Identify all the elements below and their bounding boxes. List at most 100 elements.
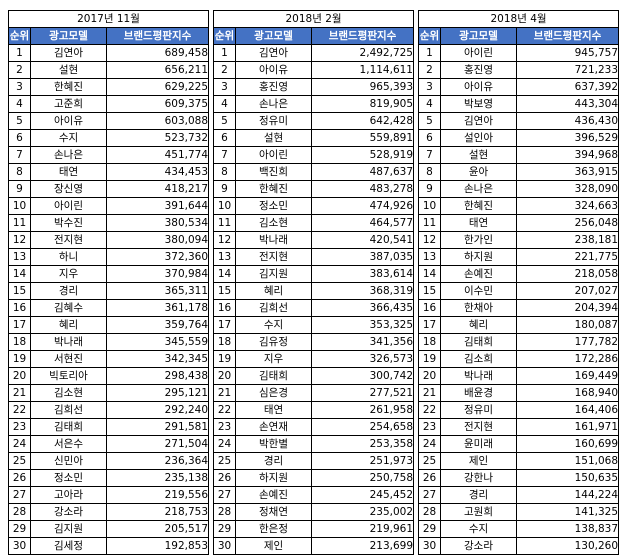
table-row: 20 빅토리아 298,438 — [8, 367, 209, 385]
rank-cell: 10 — [8, 197, 31, 215]
index-cell: 277,521 — [311, 384, 414, 402]
index-cell: 487,637 — [311, 163, 414, 181]
model-name-cell: 심은경 — [235, 384, 312, 402]
rank-cell: 9 — [418, 180, 441, 198]
model-name-cell: 수지 — [440, 520, 517, 538]
table-row: 1 김연아 689,458 — [8, 44, 209, 62]
index-cell: 207,027 — [516, 282, 619, 300]
rank-cell: 25 — [8, 452, 31, 470]
index-cell: 177,782 — [516, 333, 619, 351]
index-cell: 689,458 — [106, 44, 209, 62]
index-cell: 169,449 — [516, 367, 619, 385]
rank-cell: 9 — [213, 180, 236, 198]
rank-cell: 11 — [8, 214, 31, 232]
table-row: 17 혜리 359,764 — [8, 316, 209, 334]
index-cell: 656,211 — [106, 61, 209, 79]
index-cell: 380,534 — [106, 214, 209, 232]
table-row: 8 백진희 487,637 — [213, 163, 414, 181]
model-name-cell: 고아라 — [30, 486, 107, 504]
rank-cell: 8 — [213, 163, 236, 181]
rank-cell: 22 — [418, 401, 441, 419]
table-row: 18 김유정 341,356 — [213, 333, 414, 351]
rank-cell: 29 — [213, 520, 236, 538]
rank-cell: 14 — [8, 265, 31, 283]
rank-cell: 14 — [213, 265, 236, 283]
model-header: 광고모델 — [440, 27, 517, 45]
index-cell: 291,581 — [106, 418, 209, 436]
index-cell: 436,430 — [516, 112, 619, 130]
rank-cell: 18 — [418, 333, 441, 351]
rank-cell: 6 — [213, 129, 236, 147]
model-name-cell: 박나래 — [440, 367, 517, 385]
table-row: 27 경리 144,224 — [418, 486, 619, 504]
index-cell: 359,764 — [106, 316, 209, 334]
table-row: 12 전지현 380,094 — [8, 231, 209, 249]
index-cell: 965,393 — [311, 78, 414, 96]
model-name-cell: 윤미래 — [440, 435, 517, 453]
model-name-cell: 김지원 — [235, 265, 312, 283]
model-name-cell: 김희선 — [30, 401, 107, 419]
index-cell: 144,224 — [516, 486, 619, 504]
rank-cell: 23 — [213, 418, 236, 436]
model-name-cell: 하니 — [30, 248, 107, 266]
model-name-cell: 박한별 — [235, 435, 312, 453]
period-title: 2017년 11월 — [8, 10, 209, 28]
model-name-cell: 아이유 — [235, 61, 312, 79]
model-name-cell: 홍진영 — [235, 78, 312, 96]
rank-cell: 21 — [8, 384, 31, 402]
rank-cell: 5 — [213, 112, 236, 130]
model-name-cell: 정소민 — [30, 469, 107, 487]
index-cell: 609,375 — [106, 95, 209, 113]
model-name-cell: 박보영 — [440, 95, 517, 113]
index-cell: 218,058 — [516, 265, 619, 283]
rank-cell: 13 — [213, 248, 236, 266]
index-cell: 205,517 — [106, 520, 209, 538]
table-row: 2 아이유 1,114,611 — [213, 61, 414, 79]
index-cell: 443,304 — [516, 95, 619, 113]
table-row: 9 손나은 328,090 — [418, 180, 619, 198]
model-name-cell: 빅토리아 — [30, 367, 107, 385]
model-name-cell: 경리 — [235, 452, 312, 470]
table-row: 11 김소현 464,577 — [213, 214, 414, 232]
model-name-cell: 하지원 — [235, 469, 312, 487]
index-cell: 396,529 — [516, 129, 619, 147]
rank-cell: 24 — [8, 435, 31, 453]
rank-cell: 18 — [213, 333, 236, 351]
model-name-cell: 김태희 — [440, 333, 517, 351]
rank-cell: 16 — [8, 299, 31, 317]
rank-cell: 1 — [8, 44, 31, 62]
table-row: 10 아이린 391,644 — [8, 197, 209, 215]
model-name-cell: 지우 — [30, 265, 107, 283]
table-row: 28 강소라 218,753 — [8, 503, 209, 521]
table-row: 14 지우 370,984 — [8, 265, 209, 283]
model-name-cell: 김태희 — [235, 367, 312, 385]
rank-cell: 21 — [418, 384, 441, 402]
rank-cell: 23 — [8, 418, 31, 436]
index-cell: 151,068 — [516, 452, 619, 470]
model-name-cell: 박나래 — [235, 231, 312, 249]
rank-cell: 11 — [213, 214, 236, 232]
rank-cell: 29 — [8, 520, 31, 538]
rank-cell: 7 — [213, 146, 236, 164]
model-name-cell: 아이유 — [30, 112, 107, 130]
rank-cell: 30 — [213, 537, 236, 555]
index-cell: 418,217 — [106, 180, 209, 198]
model-name-cell: 설현 — [235, 129, 312, 147]
model-name-cell: 혜리 — [440, 316, 517, 334]
table-row: 10 정소민 474,926 — [213, 197, 414, 215]
rank-cell: 20 — [213, 367, 236, 385]
index-cell: 150,635 — [516, 469, 619, 487]
index-cell: 213,699 — [311, 537, 414, 555]
index-cell: 363,915 — [516, 163, 619, 181]
rank-cell: 1 — [213, 44, 236, 62]
rank-cell: 4 — [213, 95, 236, 113]
model-name-cell: 손예진 — [440, 265, 517, 283]
index-cell: 603,088 — [106, 112, 209, 130]
table-row: 13 전지현 387,035 — [213, 248, 414, 266]
table-row: 21 심은경 277,521 — [213, 384, 414, 402]
index-header: 브랜드평판지수 — [311, 27, 414, 45]
index-cell: 250,758 — [311, 469, 414, 487]
rank-cell: 19 — [418, 350, 441, 368]
rank-cell: 12 — [213, 231, 236, 249]
rank-cell: 4 — [418, 95, 441, 113]
